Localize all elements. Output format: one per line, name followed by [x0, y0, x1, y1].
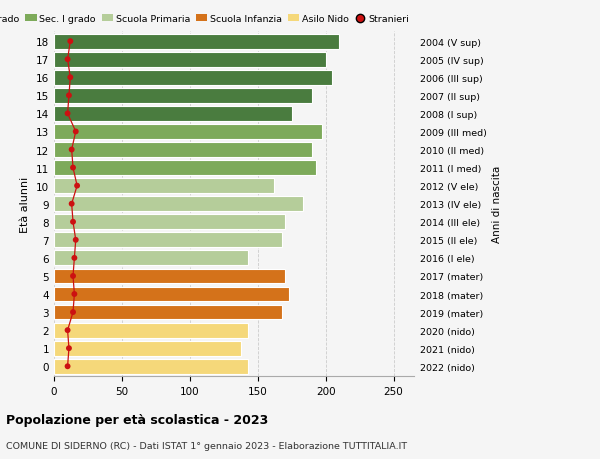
Point: [71, 237, 80, 244]
Point: [64, 92, 74, 100]
Point: [65, 39, 75, 46]
Bar: [54, 34, 339, 50]
Bar: [54, 179, 274, 194]
Point: [67, 146, 76, 154]
Point: [63, 111, 73, 118]
Legend: Sec. II grado, Sec. I grado, Scuola Primaria, Scuola Infanzia, Asilo Nido, Stran: Sec. II grado, Sec. I grado, Scuola Prim…: [0, 15, 409, 24]
Y-axis label: Anni di nascita: Anni di nascita: [492, 166, 502, 243]
Point: [64, 345, 74, 352]
Bar: [54, 269, 285, 284]
Bar: [54, 143, 312, 157]
Point: [68, 309, 78, 316]
Bar: [54, 341, 241, 356]
Text: Popolazione per età scolastica - 2023: Popolazione per età scolastica - 2023: [6, 413, 268, 426]
Point: [68, 218, 78, 226]
Bar: [54, 89, 312, 103]
Point: [63, 56, 73, 64]
Point: [68, 273, 78, 280]
Point: [67, 201, 76, 208]
Point: [63, 363, 73, 370]
Bar: [54, 161, 316, 176]
Text: COMUNE DI SIDERNO (RC) - Dati ISTAT 1° gennaio 2023 - Elaborazione TUTTITALIA.IT: COMUNE DI SIDERNO (RC) - Dati ISTAT 1° g…: [6, 441, 407, 450]
Point: [71, 129, 80, 136]
Point: [63, 327, 73, 334]
Point: [65, 74, 75, 82]
Bar: [54, 71, 332, 85]
Bar: [54, 359, 248, 374]
Bar: [54, 233, 282, 248]
Point: [68, 164, 78, 172]
Bar: [54, 305, 282, 320]
Bar: [54, 107, 292, 122]
Bar: [54, 287, 289, 302]
Bar: [54, 125, 322, 140]
Bar: [54, 197, 302, 212]
Point: [72, 183, 82, 190]
Bar: [54, 323, 248, 338]
Bar: [54, 53, 326, 67]
Point: [70, 255, 79, 262]
Y-axis label: Età alunni: Età alunni: [20, 176, 31, 232]
Point: [70, 291, 79, 298]
Bar: [54, 215, 285, 230]
Bar: [54, 251, 248, 266]
